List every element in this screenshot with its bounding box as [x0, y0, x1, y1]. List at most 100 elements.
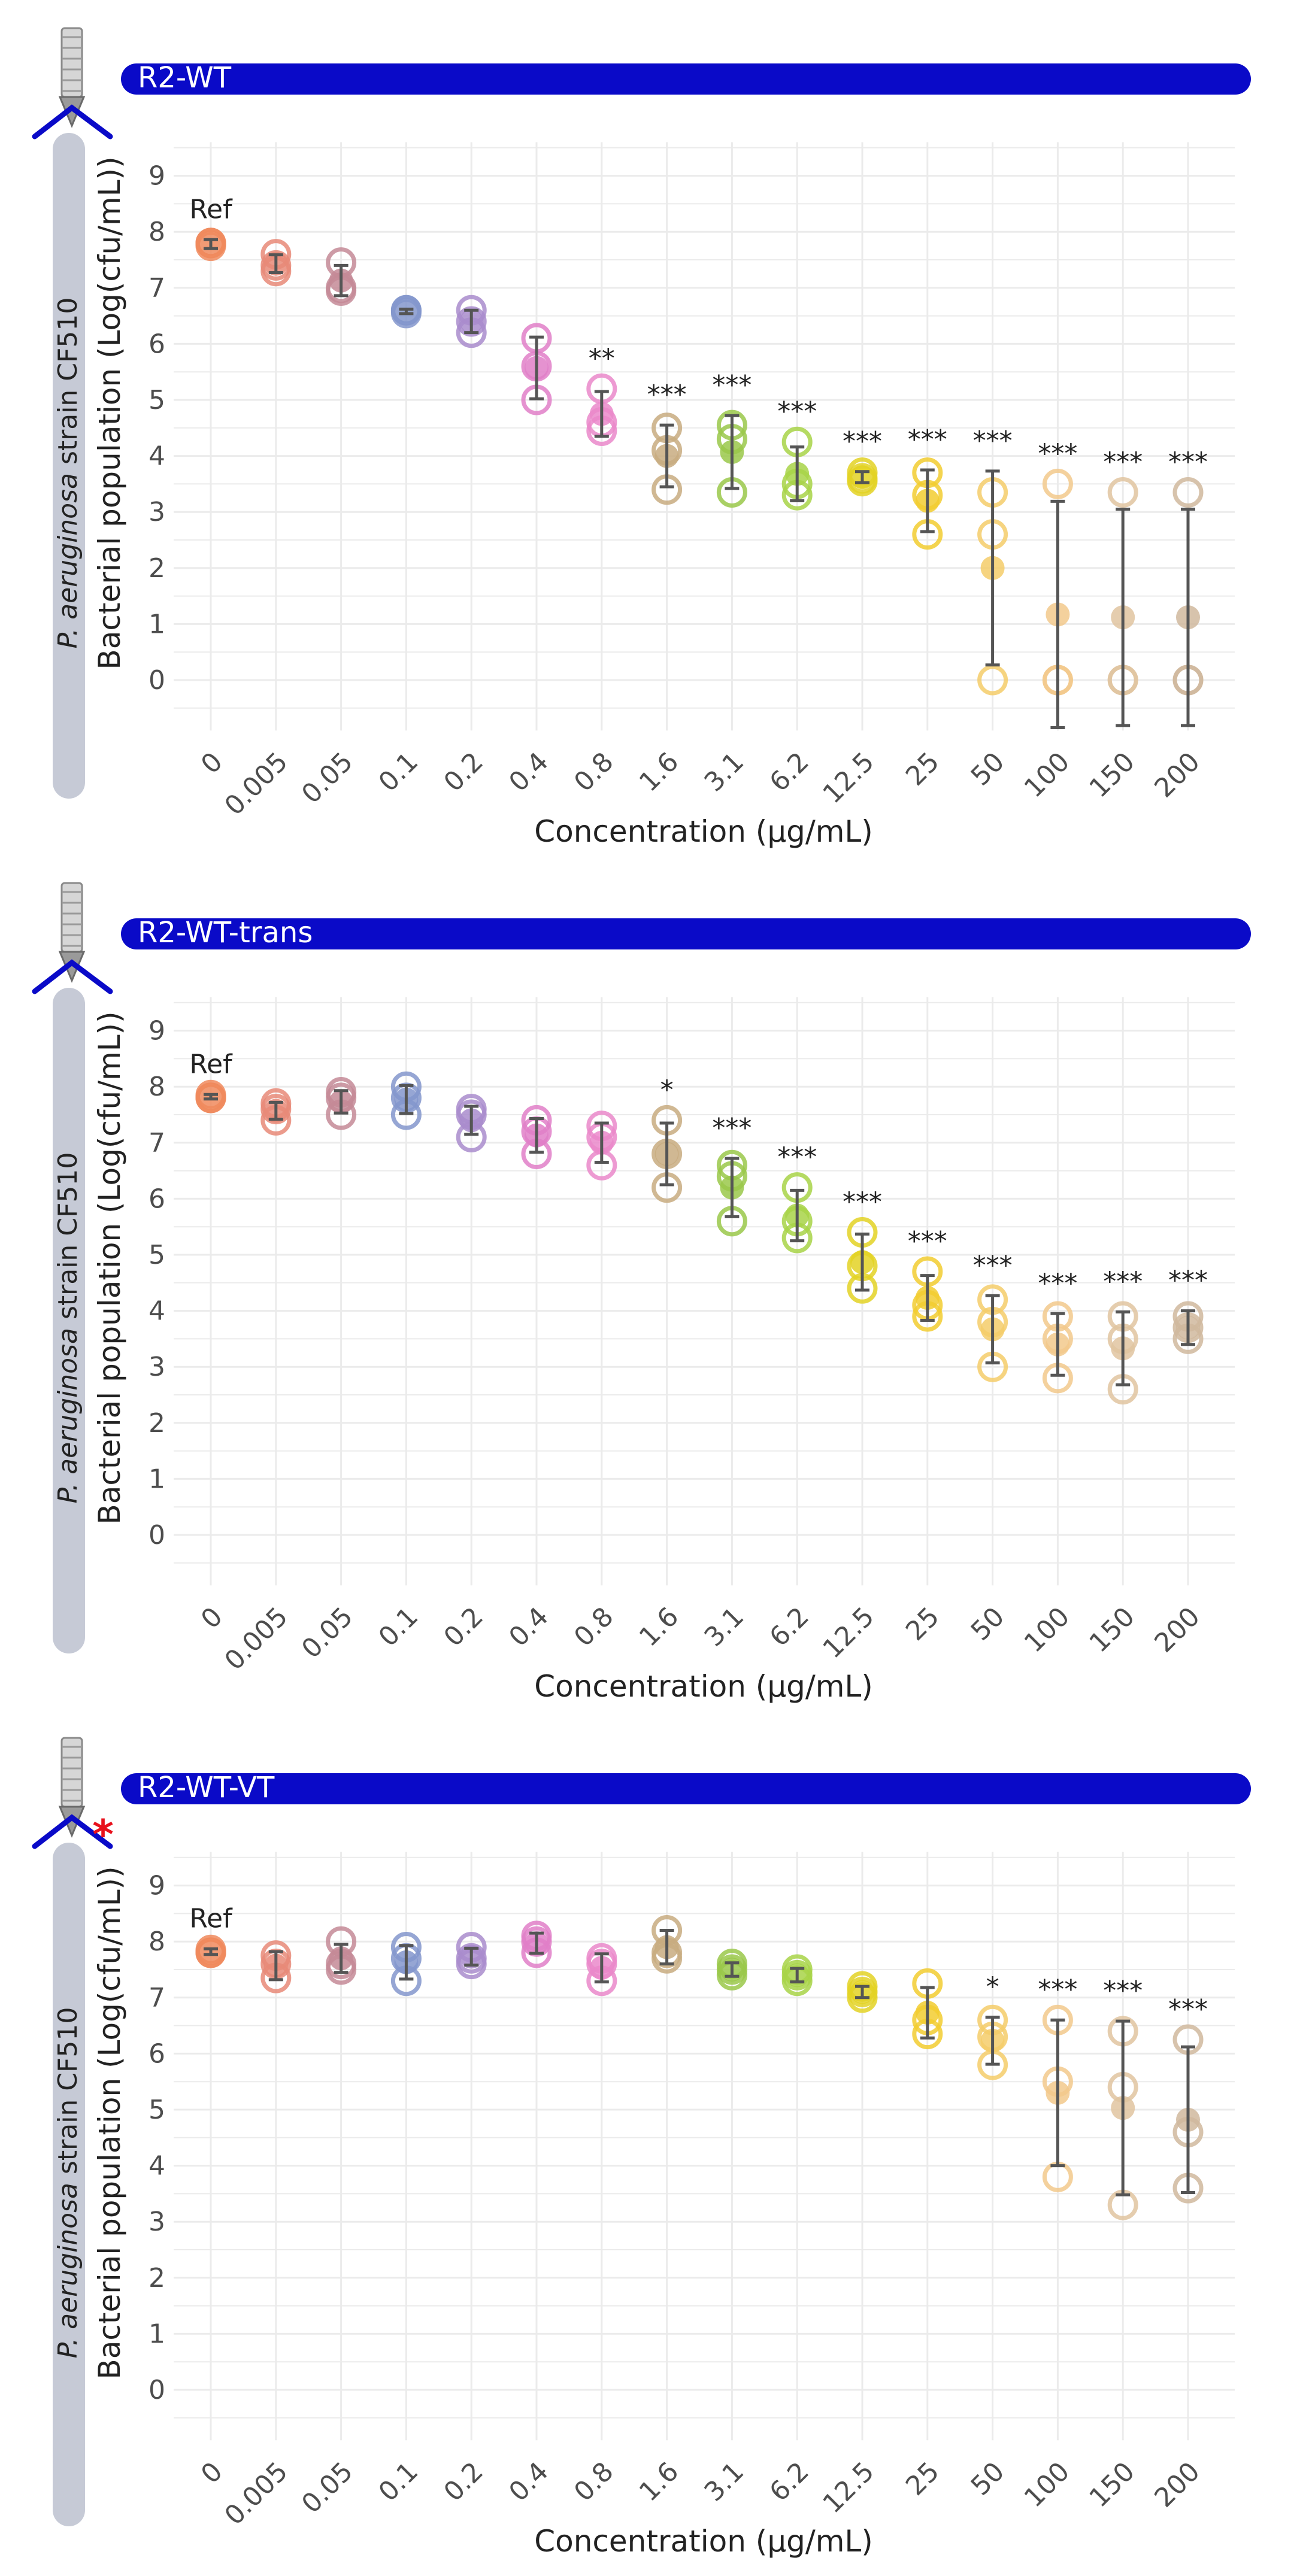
y-tick-label: 4 — [149, 441, 165, 472]
y-tick-label: 6 — [149, 329, 165, 359]
data-group — [390, 1932, 422, 1997]
y-tick-label: 7 — [149, 1128, 165, 1158]
x-tick-label: 100 — [1019, 2456, 1075, 2513]
x-tick-label: 0.005 — [219, 1601, 293, 1676]
data-group: Ref — [189, 1903, 233, 1968]
y-tick-label: 3 — [149, 2207, 165, 2237]
significance-label: ** — [589, 343, 615, 374]
data-group: ** — [586, 343, 617, 446]
x-tick-label: 3.1 — [699, 1601, 750, 1653]
data-group: *** — [908, 1226, 947, 1332]
x-axis-title: Concentration (µg/mL) — [534, 2524, 873, 2559]
data-group: *** — [1168, 1266, 1208, 1354]
y-tick-label: 8 — [149, 217, 165, 247]
data-group: * — [977, 1972, 1008, 2080]
y-tick-label: 0 — [149, 665, 165, 696]
replicate-point — [195, 230, 226, 262]
ref-label: Ref — [189, 1049, 233, 1079]
data-group: *** — [1038, 438, 1077, 730]
data-group — [847, 1971, 878, 2013]
phage-tail — [60, 1737, 83, 1808]
data-group: *** — [1168, 1994, 1208, 2204]
x-tick-label: 0.05 — [296, 1601, 359, 1664]
y-axis-title: Bacterial population (Log(cfu/mL)) — [92, 1866, 127, 2379]
y-tick-label: 1 — [149, 609, 165, 639]
phage-icon — [32, 882, 113, 994]
x-tick-label: 0.2 — [438, 1601, 489, 1653]
significance-label: *** — [843, 1187, 882, 1218]
x-tick-label: 6.2 — [763, 1601, 815, 1653]
sidebar-bar — [53, 988, 85, 1653]
data-group — [326, 1926, 357, 1985]
x-tick-label: 0.8 — [568, 1601, 620, 1653]
significance-label: *** — [1038, 1974, 1077, 2005]
significance-label: *** — [1103, 1976, 1143, 2006]
replicate-point — [847, 466, 878, 497]
strain-name: strain CF510 — [53, 1152, 83, 1328]
species-name: P. aeruginosa — [53, 2183, 83, 2358]
y-tick-label: 9 — [149, 161, 165, 192]
y-tick-label: 8 — [149, 1072, 165, 1102]
x-tick-label: 50 — [965, 747, 1011, 792]
y-tick-label: 1 — [149, 1464, 165, 1494]
data-group — [521, 323, 552, 415]
y-tick-label: 7 — [149, 273, 165, 304]
x-tick-label: 0.1 — [373, 1601, 425, 1653]
data-group — [260, 1940, 292, 1994]
x-tick-label: 3.1 — [699, 2456, 750, 2508]
strain-name: strain CF510 — [53, 298, 83, 473]
data-group: *** — [712, 370, 752, 508]
phage-icon — [32, 27, 113, 139]
x-tick-label: 0.8 — [568, 747, 620, 798]
data-group: Ref — [189, 194, 233, 262]
replicate-point — [847, 1982, 878, 2013]
x-tick-label: 12.5 — [817, 2456, 880, 2519]
x-tick-label: 0 — [195, 747, 229, 780]
y-axis-title: Bacterial population (Log(cfu/mL)) — [92, 156, 127, 669]
x-tick-label: 12.5 — [817, 747, 880, 809]
data-group — [260, 1088, 292, 1136]
data-group — [521, 1105, 552, 1170]
sidebar-bar — [53, 133, 85, 799]
significance-label: *** — [712, 370, 752, 400]
x-tick-label: 6.2 — [763, 2456, 815, 2508]
data-group — [716, 1949, 747, 1991]
significance-label: *** — [1038, 438, 1077, 469]
y-tick-label: 2 — [149, 553, 165, 584]
replicate-point — [456, 306, 487, 337]
y-axis-strain-label: P. aeruginosa strain CF510 — [53, 1152, 83, 1504]
y-tick-label: 6 — [149, 1184, 165, 1214]
title-banner — [121, 63, 1251, 95]
x-tick-label: 25 — [900, 2456, 946, 2502]
chart-title: R2-WT-trans — [138, 916, 313, 949]
y-tick-label: 0 — [149, 2375, 165, 2405]
title-banner — [121, 918, 1251, 949]
data-group — [390, 1071, 422, 1130]
y-tick-label: 0 — [149, 1520, 165, 1551]
y-tick-label: 3 — [149, 497, 165, 527]
phage-tail — [60, 882, 83, 953]
data-group: * — [652, 1075, 683, 1203]
x-tick-label: 100 — [1019, 1601, 1075, 1658]
x-tick-label: 25 — [900, 1601, 946, 1647]
significance-label: *** — [908, 424, 947, 455]
y-tick-label: 2 — [149, 1408, 165, 1439]
data-group — [586, 1110, 617, 1181]
data-group — [456, 295, 487, 348]
ref-label: Ref — [189, 1903, 233, 1934]
phage-tail — [60, 27, 83, 98]
species-name: P. aeruginosa — [53, 1328, 83, 1503]
data-group — [390, 295, 422, 329]
x-tick-label: 0.2 — [438, 747, 489, 798]
significance-label: *** — [1168, 1266, 1208, 1296]
significance-label: *** — [1103, 1266, 1143, 1297]
replicate-point — [977, 665, 1008, 696]
x-tick-label: 0.005 — [219, 747, 293, 821]
data-group: *** — [647, 380, 687, 505]
x-tick-label: 200 — [1149, 747, 1205, 803]
x-tick-label: 25 — [900, 747, 946, 792]
x-tick-label: 12.5 — [817, 1601, 880, 1664]
significance-label: *** — [973, 1250, 1013, 1281]
